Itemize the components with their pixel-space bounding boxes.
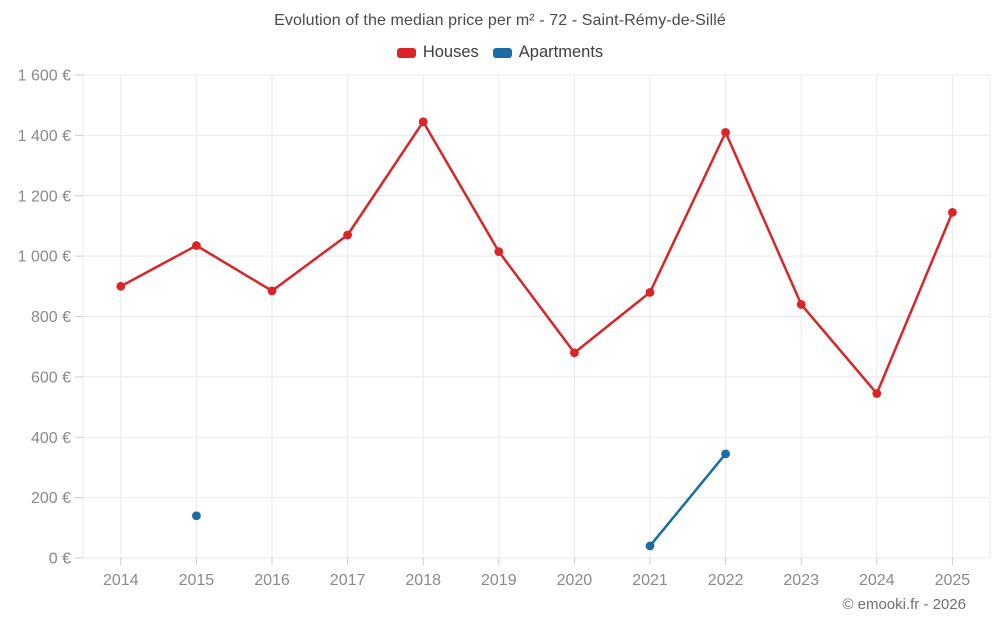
apartments-line <box>648 452 727 548</box>
x-axis-tick-label: 2022 <box>708 572 744 589</box>
apartments-data-point[interactable] <box>721 449 730 459</box>
houses-legend-label: Houses <box>422 43 479 61</box>
y-axis-tick-label: 1 600 € <box>18 68 71 85</box>
legend-item-apartments[interactable]: Apartments <box>492 43 604 62</box>
gridlines <box>82 74 991 559</box>
x-axis-tick-label: 2024 <box>859 572 895 589</box>
houses-data-point[interactable] <box>494 247 504 256</box>
legend-item-houses[interactable]: Houses <box>396 43 479 62</box>
y-axis-tick-label: 1 000 € <box>18 249 71 266</box>
apartments-series <box>192 449 730 551</box>
houses-data-point[interactable] <box>267 286 277 296</box>
x-axis-tick-label: 2025 <box>935 572 971 589</box>
apartments-legend-label: Apartments <box>518 43 604 61</box>
houses-series <box>116 117 957 398</box>
y-axis-tick-label: 400 € <box>31 430 71 447</box>
houses-data-point[interactable] <box>116 281 126 291</box>
houses-legend-swatch <box>396 47 416 58</box>
y-axis-tick-label: 800 € <box>31 309 71 326</box>
houses-data-point[interactable] <box>872 389 882 398</box>
x-axis-tick-label: 2020 <box>557 572 593 589</box>
y-axis-tick-label: 600 € <box>31 369 71 386</box>
apartments-data-point[interactable] <box>192 511 201 521</box>
chart-title: Evolution of the median price per m² - 7… <box>274 12 726 29</box>
x-axis-tick-label: 2016 <box>254 572 290 589</box>
houses-data-point[interactable] <box>948 207 957 217</box>
houses-data-point[interactable] <box>796 300 806 309</box>
houses-line <box>119 120 954 395</box>
apartments-data-point[interactable] <box>645 541 655 551</box>
houses-data-point[interactable] <box>570 348 579 358</box>
houses-data-point[interactable] <box>418 117 428 127</box>
x-axis-tick-label: 2014 <box>103 572 139 589</box>
x-axis-tick-label: 2019 <box>481 572 517 589</box>
axis-labels: 0 € 200 € 400 € 600 € 800 € 1 000 € 1 200 € 1 4… <box>18 68 971 590</box>
y-axis-tick-label: 1 200 € <box>18 188 71 205</box>
houses-data-point[interactable] <box>343 230 352 240</box>
y-axis-tick-label: 0 € <box>49 551 71 568</box>
y-axis-tick-label: 200 € <box>31 490 71 507</box>
y-axis-tick-label: 1 400 € <box>18 128 71 145</box>
x-axis-tick-label: 2023 <box>783 572 819 589</box>
houses-data-point[interactable] <box>192 241 201 250</box>
apartments-legend-swatch <box>492 47 512 58</box>
x-axis-tick-label: 2021 <box>632 572 668 589</box>
chart-legend: Houses Apartments <box>0 43 1000 62</box>
x-axis-tick-label: 2018 <box>405 572 441 589</box>
x-axis-tick-label: 2017 <box>330 572 366 589</box>
x-axis-tick-label: 2015 <box>179 572 215 589</box>
copyright-credit: © emooki.fr - 2026 <box>842 596 966 613</box>
houses-data-point[interactable] <box>721 127 730 137</box>
axis-ticks <box>75 74 953 565</box>
houses-data-point[interactable] <box>645 287 655 297</box>
